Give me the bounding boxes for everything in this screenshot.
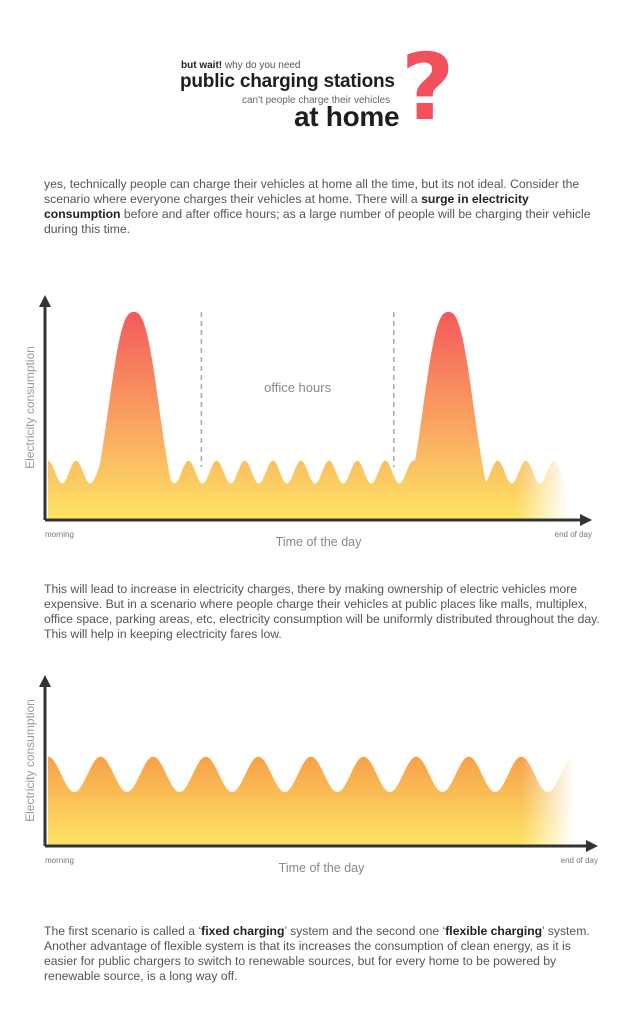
x-start-label: morning	[45, 530, 74, 539]
question-mark-icon: ?	[401, 34, 455, 141]
chart-flexible-charging: Electricity consumption morning end of day…	[23, 675, 598, 875]
chart-fixed-charging: office hours Electricity consumption morni…	[23, 295, 592, 549]
x-end-label: end of day	[561, 856, 598, 865]
header-at-home: at home	[294, 101, 400, 132]
y-axis-arrow-icon	[39, 295, 51, 307]
y-axis-label: Electricity consumption	[23, 346, 37, 469]
x-axis-arrow-icon	[586, 840, 598, 852]
y-axis-arrow-icon	[39, 675, 51, 687]
consumption-area	[48, 312, 568, 520]
x-axis-label: Time of the day	[279, 861, 365, 875]
header-line3: can't people charge their vehicles	[242, 95, 391, 106]
x-axis-arrow-icon	[580, 514, 592, 526]
conclusion-paragraph: The first scenario is called a ‘fixed ch…	[44, 924, 590, 983]
x-axis-label: Time of the day	[276, 535, 362, 549]
y-axis-label: Electricity consumption	[23, 699, 37, 822]
middle-paragraph: This will lead to increase in electricit…	[44, 582, 600, 641]
x-end-label: end of day	[555, 530, 592, 539]
header-title: public charging stations	[180, 71, 395, 92]
office-hours-label: office hours	[264, 380, 331, 395]
consumption-area	[48, 756, 574, 846]
header: but wait! why do you need public chargin…	[0, 0, 639, 140]
intro-paragraph: yes, technically people can charge their…	[44, 177, 591, 236]
header-line1: but wait! why do you need	[181, 60, 301, 71]
x-start-label: morning	[45, 856, 74, 865]
